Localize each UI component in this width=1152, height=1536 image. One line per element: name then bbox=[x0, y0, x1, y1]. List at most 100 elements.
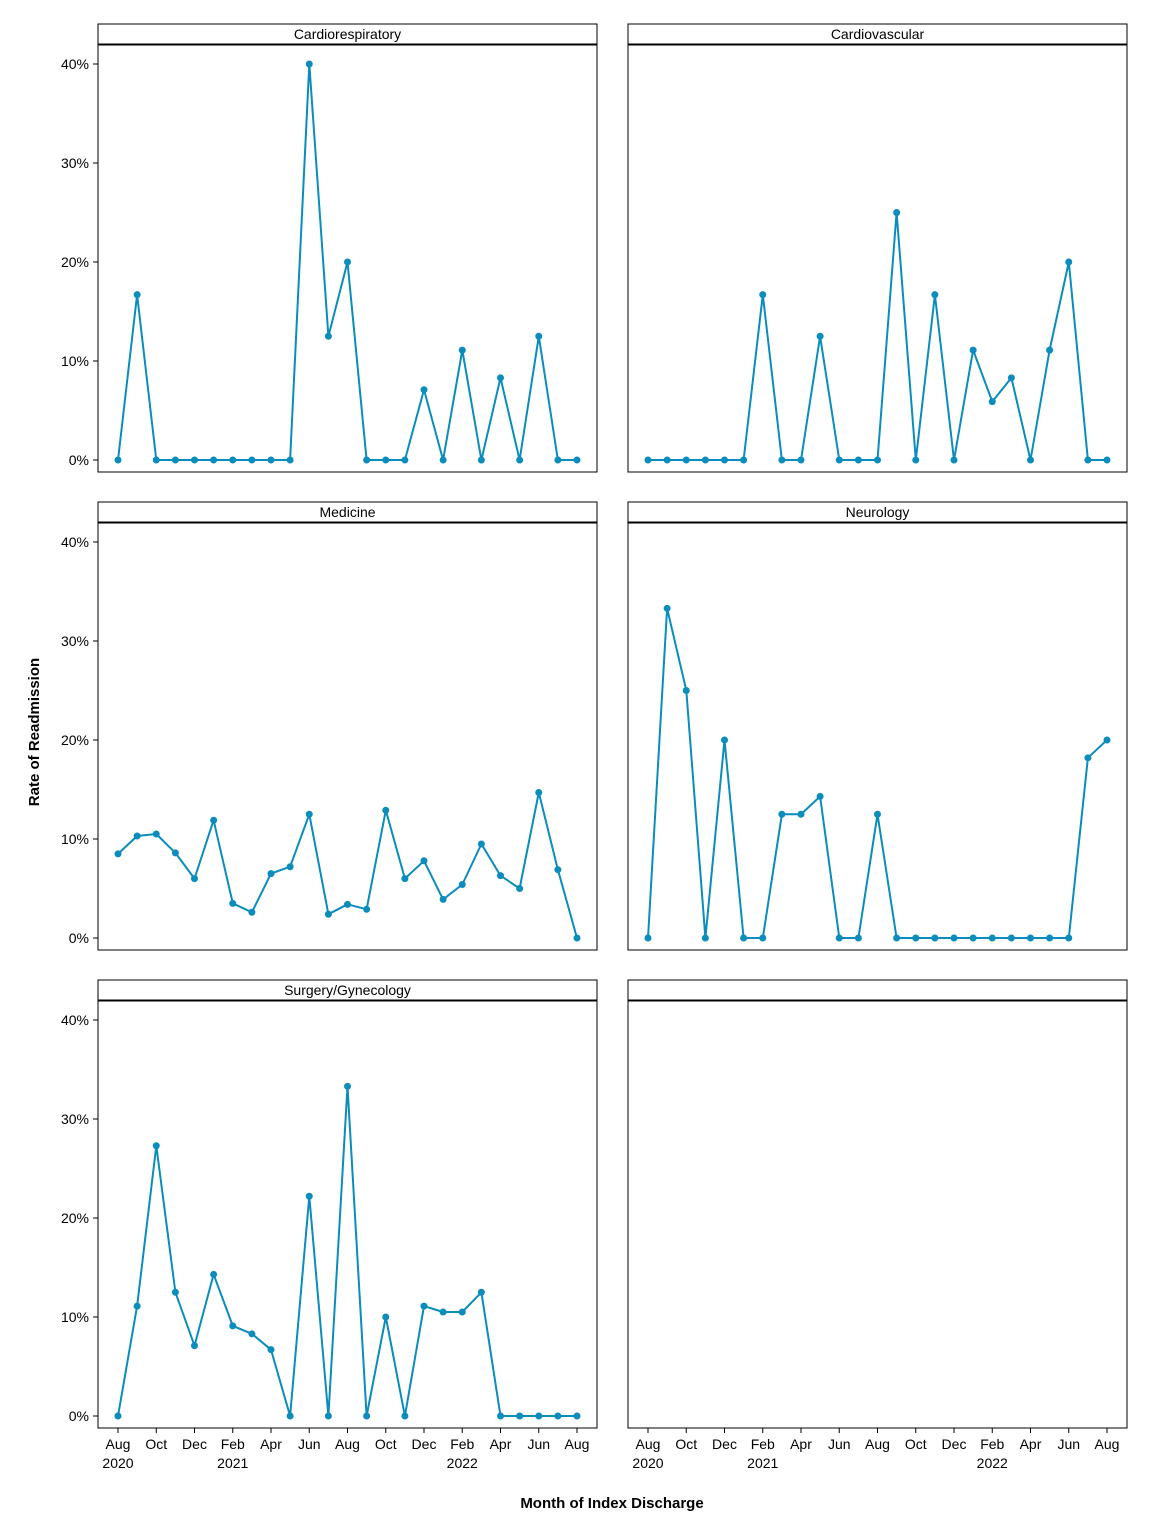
y-tick-label: 0% bbox=[69, 930, 89, 946]
data-point bbox=[497, 374, 504, 382]
data-point bbox=[950, 456, 958, 464]
series-line bbox=[648, 211, 1107, 461]
facet-strip-label: Cardiovascular bbox=[831, 26, 925, 42]
data-point bbox=[267, 870, 275, 878]
x-tick-label: Jun bbox=[828, 1436, 851, 1452]
x-tick-label: Apr bbox=[1020, 1436, 1042, 1452]
data-point bbox=[854, 456, 862, 464]
data-point bbox=[114, 1412, 122, 1420]
x-tick-label: Aug bbox=[106, 1436, 131, 1452]
data-point bbox=[535, 788, 543, 796]
data-point bbox=[644, 456, 652, 464]
data-point bbox=[191, 875, 198, 883]
y-tick-label: 0% bbox=[69, 1408, 89, 1424]
data-point bbox=[816, 792, 824, 800]
data-point bbox=[286, 863, 294, 871]
plot-frame bbox=[97, 521, 598, 951]
data-point bbox=[969, 934, 977, 942]
data-point bbox=[420, 857, 428, 865]
series-line bbox=[647, 607, 1108, 939]
data-point bbox=[874, 456, 881, 464]
data-point bbox=[778, 810, 786, 818]
data-point bbox=[152, 1142, 160, 1150]
data-point bbox=[835, 934, 843, 942]
data-point bbox=[535, 332, 543, 340]
data-point bbox=[759, 291, 767, 299]
x-tick-year-label: 2021 bbox=[747, 1455, 778, 1471]
data-point bbox=[458, 881, 466, 889]
data-point bbox=[133, 291, 141, 299]
data-point bbox=[477, 456, 485, 464]
facet-strip bbox=[627, 979, 1128, 1001]
x-tick-label: Apr bbox=[790, 1436, 812, 1452]
x-tick-label: Feb bbox=[751, 1436, 775, 1452]
data-point bbox=[1046, 934, 1054, 942]
data-point bbox=[477, 840, 485, 848]
data-point bbox=[477, 1288, 485, 1296]
data-point bbox=[912, 456, 920, 464]
data-point bbox=[305, 810, 313, 818]
data-point bbox=[663, 456, 671, 464]
data-point bbox=[497, 872, 504, 880]
data-point bbox=[229, 899, 237, 907]
data-point bbox=[950, 934, 958, 942]
data-point bbox=[171, 456, 179, 464]
data-point bbox=[152, 456, 160, 464]
data-point bbox=[1084, 456, 1092, 464]
data-point bbox=[1027, 934, 1034, 942]
data-point bbox=[1084, 754, 1092, 762]
facet-strip-label: Medicine bbox=[319, 504, 375, 520]
data-point bbox=[535, 1412, 543, 1420]
data-point bbox=[1065, 258, 1073, 266]
data-point bbox=[458, 346, 466, 354]
data-point bbox=[324, 910, 332, 918]
data-point bbox=[573, 456, 581, 464]
series-line bbox=[117, 791, 578, 939]
data-point bbox=[554, 1412, 562, 1420]
data-point bbox=[382, 806, 390, 814]
y-tick-label: 20% bbox=[61, 732, 89, 748]
y-tick-label: 0% bbox=[69, 452, 89, 468]
data-point bbox=[797, 810, 805, 818]
data-point bbox=[439, 456, 447, 464]
data-point bbox=[344, 258, 351, 266]
y-tick-label: 20% bbox=[61, 254, 89, 270]
data-point bbox=[458, 1308, 466, 1316]
data-point bbox=[191, 1342, 198, 1350]
plot-frame bbox=[97, 43, 598, 473]
chart-panels: Cardiorespiratory 0% 10% 20% 30% 40% Cardiovas… bbox=[61, 23, 1128, 1471]
facet-panel: Medicine 0% 10% 20% 30% 40% bbox=[61, 501, 598, 951]
data-point bbox=[152, 830, 160, 838]
x-tick-label: Apr bbox=[260, 1436, 282, 1452]
data-point bbox=[248, 1330, 256, 1338]
x-tick-year-label: 2021 bbox=[217, 1455, 248, 1471]
data-point bbox=[420, 1302, 428, 1310]
data-point bbox=[229, 456, 237, 464]
x-tick-label: Oct bbox=[145, 1436, 167, 1452]
facet-panel: Aug 2020 Oct Dec Feb 2021 Apr Jun Aug Oct Dec Feb 20… bbox=[627, 979, 1128, 1471]
y-axis-title: Rate of Readmission bbox=[26, 658, 43, 806]
x-tick-label: Dec bbox=[182, 1436, 207, 1452]
plot-frame bbox=[627, 521, 1128, 951]
y-tick-label: 10% bbox=[61, 1309, 89, 1325]
data-point bbox=[969, 346, 977, 354]
data-point bbox=[1046, 346, 1054, 354]
data-point bbox=[363, 905, 371, 913]
x-tick-year-label: 2022 bbox=[977, 1455, 1008, 1471]
data-point bbox=[778, 456, 786, 464]
data-point bbox=[740, 456, 748, 464]
y-tick-label: 10% bbox=[61, 353, 89, 369]
data-point bbox=[931, 291, 939, 299]
y-tick-label: 40% bbox=[61, 1012, 89, 1028]
data-point bbox=[516, 1412, 524, 1420]
x-tick-label: Dec bbox=[412, 1436, 437, 1452]
x-tick-label: Jun bbox=[527, 1436, 550, 1452]
x-tick-label: Aug bbox=[1095, 1436, 1120, 1452]
x-tick-label: Aug bbox=[865, 1436, 890, 1452]
data-point bbox=[663, 604, 671, 612]
facet-strip-label: Cardiorespiratory bbox=[294, 26, 401, 42]
data-point bbox=[988, 398, 996, 406]
y-tick-label: 30% bbox=[61, 633, 89, 649]
facet-panel: Cardiovascular bbox=[627, 23, 1128, 473]
